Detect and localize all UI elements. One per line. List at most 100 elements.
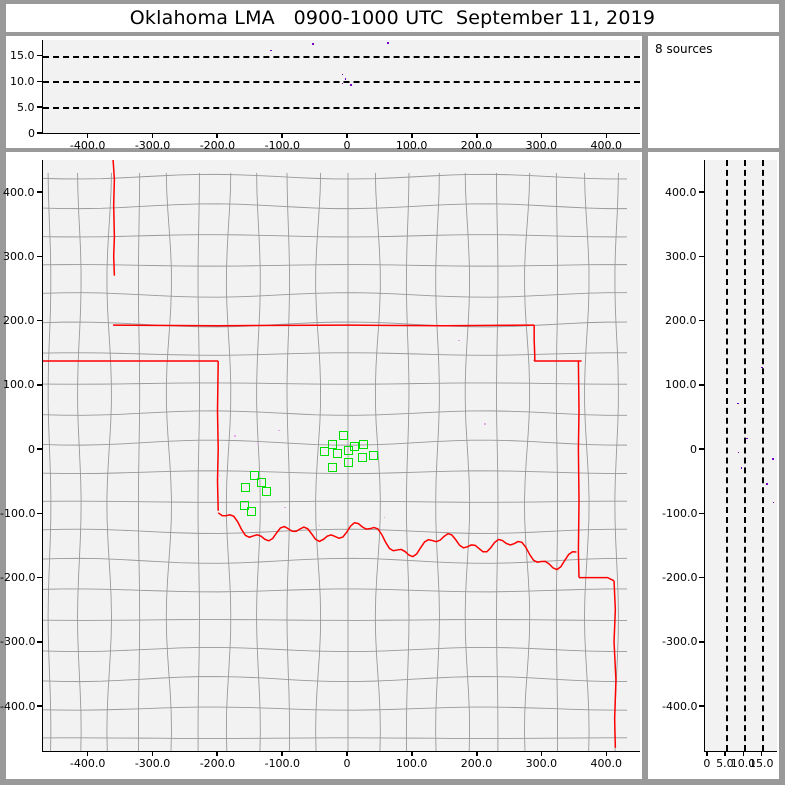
county-line-horizontal [43,173,628,180]
county-line-horizontal [43,203,628,210]
county-line-horizontal [43,619,628,621]
data-point [761,366,763,369]
lma-source-marker[interactable] [239,501,249,511]
y-tick-mark [37,384,42,386]
county-line-vertical [405,172,410,751]
x-tick-label: 0 [343,757,351,770]
x-tick-label: 5.0 [716,757,734,770]
x-tick-label: -300.0 [134,757,171,770]
county-line-vertical [197,172,200,751]
lma-source-marker[interactable] [349,442,359,452]
sources-panel: 8 sources [648,36,779,148]
county-line-vertical [106,172,112,751]
y-tick-mark [37,106,42,108]
county-line-horizontal [43,676,628,683]
y-tick-mark [699,705,704,707]
x-tick-label: 400.0 [590,139,623,152]
x-tick-mark [476,751,478,756]
county-line-vertical [614,172,619,751]
state-border-red-river [217,512,577,571]
map-panel: -400.0 -300.0 -200.0 -100.0 0 100.0 200.0 300.0… [0,152,642,779]
x-tick-mark [411,133,413,138]
county-line-vertical [555,172,558,751]
lma-source-marker[interactable] [319,447,329,457]
y-tick-mark [37,255,42,258]
x-tick-mark [86,751,89,756]
noise-point [318,524,321,527]
y-tick-label: 15.0 [10,49,35,62]
county-line-vertical [315,172,322,751]
y-tick-label: 100.0 [665,378,697,392]
x-tick-label: 100.0 [395,139,428,152]
county-line-horizontal [43,264,628,267]
x-tick-mark [476,133,478,138]
time-height-plot[interactable] [42,40,640,134]
noise-point [458,339,460,342]
east-west-height-plot[interactable] [704,160,777,752]
lma-source-marker[interactable] [328,440,338,450]
y-tick-label: -100.0 [662,506,698,520]
county-line-vertical [524,172,531,751]
county-line-horizontal [43,234,628,238]
lma-source-marker[interactable] [343,457,353,467]
lma-source-marker[interactable] [241,483,251,493]
page-title: Oklahoma LMA 0900-1000 UTC September 11,… [129,7,656,29]
y-tick-label: 10.0 [10,74,35,88]
county-line-horizontal [43,500,628,503]
lma-source-marker[interactable] [256,478,266,488]
county-line-vertical [464,172,471,751]
noise-point [257,442,259,445]
county-line-vertical [137,172,141,751]
y-tick-mark [37,576,42,579]
lma-source-marker[interactable] [358,452,368,462]
gridline-horizontal [43,107,640,110]
lma-source-marker[interactable] [328,462,338,472]
data-point [270,49,272,52]
gridline-vertical [726,160,729,751]
lma-source-marker[interactable] [250,470,260,480]
y-tick-label: -200.0 [0,571,36,585]
county-line-vertical [584,172,590,751]
county-line-horizontal [43,352,628,356]
data-point [737,451,740,454]
x-tick-label: -200.0 [199,757,236,770]
x-tick-label: -300.0 [134,139,171,152]
data-point [312,43,314,45]
x-tick-mark [346,133,348,138]
x-tick-label: 300.0 [525,139,558,152]
lma-source-marker[interactable] [247,506,257,516]
y-tick-mark [37,54,42,57]
gridline-horizontal [43,55,640,58]
x-tick-mark [346,751,348,756]
county-line-vertical [435,172,440,751]
county-line-horizontal [43,588,628,593]
data-point [341,73,344,76]
x-tick-mark [281,133,283,138]
x-tick-label: 400.0 [590,757,623,770]
county-line-horizontal [43,647,628,653]
county-line-horizontal [43,737,628,739]
x-tick-mark [151,751,154,756]
data-point [737,402,739,405]
x-tick-mark [706,751,708,756]
noise-point [218,474,220,477]
map-plot[interactable] [42,160,640,752]
county-line-horizontal [43,557,628,564]
state-border-texas-east [216,361,219,511]
lma-source-marker[interactable] [333,449,343,459]
y-tick-label: 100.0 [3,378,35,392]
lma-source-marker[interactable] [369,451,379,461]
data-point [341,82,344,85]
data-point [766,483,769,485]
y-tick-label: -100.0 [0,506,36,520]
y-tick-label: 5.0 [17,100,35,114]
lma-source-marker[interactable] [262,486,272,496]
lma-source-marker[interactable] [338,431,348,441]
county-line-vertical [47,172,52,751]
lma-source-marker[interactable] [359,439,369,449]
y-tick-label: 0 [28,126,35,140]
x-tick-mark [724,751,726,756]
state-border-west-panhandle [112,160,116,276]
state-border-kansas [113,324,535,327]
data-point [746,437,749,440]
